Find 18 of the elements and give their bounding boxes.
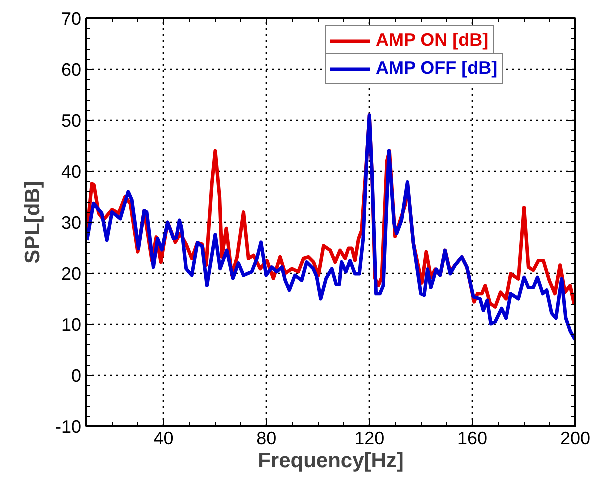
y-tick-label: -10 [55,417,82,437]
x-tick-label: 80 [256,428,277,448]
x-tick-label: 160 [458,428,488,448]
y-tick-label: 10 [61,315,82,335]
y-axis-title: SPL[dB] [21,181,44,264]
y-tick-label: 70 [61,9,82,29]
y-tick-label: 60 [61,60,82,80]
x-tick-label: 120 [354,428,385,448]
legend-label: AMP OFF [dB] [376,58,498,79]
x-axis-title: Frequency[Hz] [258,450,404,472]
y-tick-label: 0 [71,366,82,386]
x-tick-label: 40 [154,428,174,448]
y-tick-label: 40 [61,162,82,182]
x-tick-label: 200 [560,428,591,448]
y-tick-label: 30 [61,213,82,233]
legend-label: AMP ON [dB] [376,30,489,51]
y-tick-label: 50 [61,111,82,131]
y-tick-label: 20 [61,264,82,284]
